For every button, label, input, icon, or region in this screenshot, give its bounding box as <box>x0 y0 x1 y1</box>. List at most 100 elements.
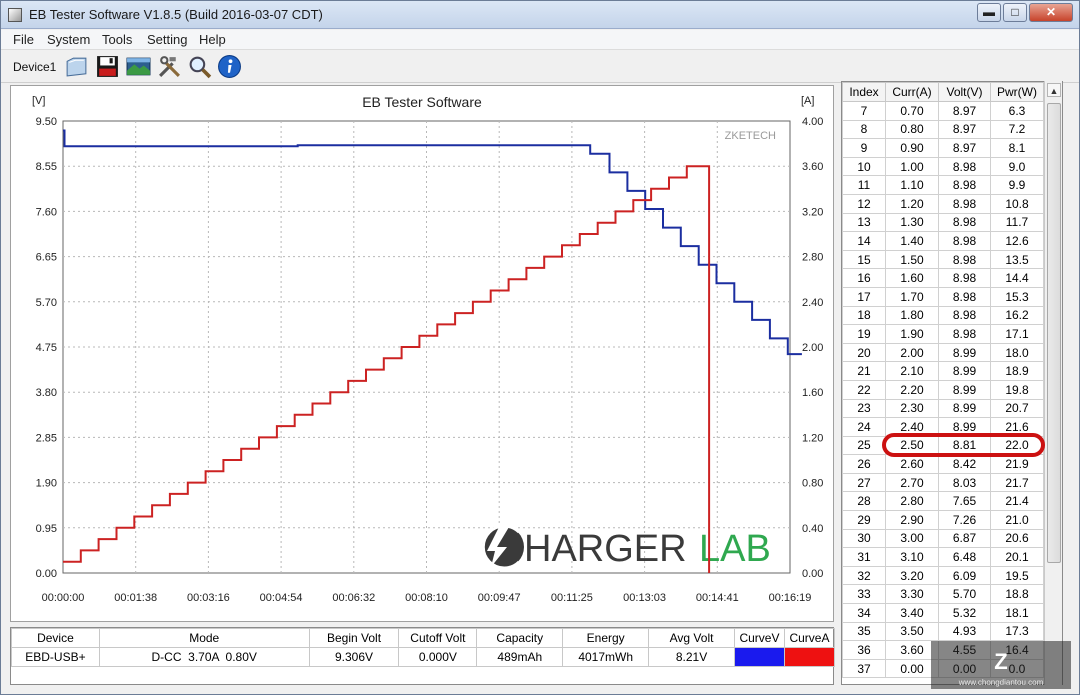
search-icon[interactable] <box>187 54 212 79</box>
readings-cell-idx: 33 <box>842 584 886 605</box>
readings-row[interactable]: 34 3.40 5.32 18.1 <box>842 603 1044 623</box>
readings-row[interactable]: 15 1.50 8.98 13.5 <box>842 249 1044 270</box>
watermark-logo: Z www.chongdiantou.com <box>931 641 1071 689</box>
readings-cell-pwr: 16.2 <box>990 305 1044 326</box>
readings-cell-pwr: 9.9 <box>990 175 1044 195</box>
x-tick-label: 00:16:19 <box>769 592 812 604</box>
readings-row[interactable]: 31 3.10 6.48 20.1 <box>842 547 1044 567</box>
readings-cell-pwr: 17.3 <box>990 621 1044 642</box>
menu-setting[interactable]: Setting <box>147 32 188 47</box>
readings-cell-pwr: 21.4 <box>990 491 1044 512</box>
readings-row[interactable]: 26 2.60 8.42 21.9 <box>842 454 1044 474</box>
series-curvea-line <box>63 165 711 573</box>
menu-help[interactable]: Help <box>199 32 226 47</box>
y-left-tick-label: 2.85 <box>36 432 57 444</box>
x-tick-label: 00:09:47 <box>478 592 521 604</box>
readings-row[interactable]: 24 2.40 8.99 21.6 <box>842 417 1044 437</box>
readings-row[interactable]: 13 1.30 8.98 11.7 <box>842 212 1044 233</box>
readings-row[interactable]: 18 1.80 8.98 16.2 <box>842 305 1044 326</box>
summary-header-curvea: CurveA <box>783 628 836 648</box>
readings-row[interactable]: 33 3.30 5.70 18.8 <box>842 584 1044 605</box>
x-tick-label: 00:13:03 <box>623 592 666 604</box>
readings-cell-volt: 8.98 <box>938 231 991 251</box>
readings-cell-pwr: 21.0 <box>990 510 1044 530</box>
readings-row[interactable]: 29 2.90 7.26 21.0 <box>842 510 1044 530</box>
readings-cell-cur: 3.40 <box>885 603 939 623</box>
readings-cell-idx: 35 <box>842 621 886 642</box>
readings-row[interactable]: 10 1.00 8.98 9.0 <box>842 156 1044 177</box>
readings-row[interactable]: 28 2.80 7.65 21.4 <box>842 491 1044 512</box>
readings-row[interactable]: 21 2.10 8.99 18.9 <box>842 361 1044 381</box>
readings-row[interactable]: 27 2.70 8.03 21.7 <box>842 472 1044 493</box>
info-icon[interactable] <box>217 54 242 79</box>
curvea-color-swatch[interactable] <box>783 647 836 667</box>
readings-row[interactable]: 20 2.00 8.99 18.0 <box>842 342 1044 363</box>
readings-row[interactable]: 16 1.60 8.98 14.4 <box>842 268 1044 288</box>
readings-cell-idx: 34 <box>842 603 886 623</box>
menu-system[interactable]: System <box>47 32 91 47</box>
readings-cell-cur: 3.10 <box>885 547 939 567</box>
readings-cell-volt: 8.99 <box>938 398 991 419</box>
readings-cell-cur: 0.90 <box>885 138 939 158</box>
title-bar[interactable]: EB Tester Software V1.8.5 (Build 2016-03… <box>1 1 1079 29</box>
summary-capacity: 489mAh <box>476 647 564 667</box>
col-index[interactable]: Index <box>842 82 886 102</box>
readings-scrollbar[interactable]: ▲ <box>1044 81 1062 685</box>
readings-cell-pwr: 18.1 <box>990 603 1044 623</box>
window-title: EB Tester Software V1.8.5 (Build 2016-03… <box>29 7 323 22</box>
readings-cell-cur: 3.20 <box>885 565 939 586</box>
readings-row[interactable]: 19 1.90 8.98 17.1 <box>842 324 1044 344</box>
readings-cell-idx: 16 <box>842 268 886 288</box>
x-tick-label: 00:08:10 <box>405 592 448 604</box>
readings-row[interactable]: 12 1.20 8.98 10.8 <box>842 193 1044 214</box>
readings-cell-volt: 8.98 <box>938 249 991 270</box>
readings-cell-idx: 12 <box>842 193 886 214</box>
scroll-up-arrow[interactable]: ▲ <box>1047 83 1061 97</box>
readings-row[interactable]: 9 0.90 8.97 8.1 <box>842 138 1044 158</box>
col-current[interactable]: Curr(A) <box>885 82 939 102</box>
close-button[interactable]: ✕ <box>1029 3 1073 22</box>
readings-table-panel[interactable]: Index Curr(A) Volt(V) Pwr(W) 7 0.70 8.97 6.… <box>841 81 1063 685</box>
readings-row[interactable]: 14 1.40 8.98 12.6 <box>842 231 1044 251</box>
y-right-tick-label: 1.60 <box>802 387 823 399</box>
col-voltage[interactable]: Volt(V) <box>938 82 991 102</box>
maximize-button[interactable]: □ <box>1003 3 1027 22</box>
readings-row[interactable]: 17 1.70 8.98 15.3 <box>842 286 1044 307</box>
image-icon[interactable] <box>126 54 151 79</box>
readings-cell-idx: 17 <box>842 286 886 307</box>
y-left-tick-label: 1.90 <box>36 478 57 490</box>
readings-row[interactable]: 8 0.80 8.97 7.2 <box>842 119 1044 140</box>
readings-cell-idx: 29 <box>842 510 886 530</box>
menu-tools[interactable]: Tools <box>102 32 133 47</box>
readings-cell-cur: 1.30 <box>885 212 939 233</box>
readings-row[interactable]: 23 2.30 8.99 20.7 <box>842 398 1044 419</box>
curvev-color-swatch[interactable] <box>733 647 785 667</box>
readings-cell-pwr: 20.7 <box>990 398 1044 419</box>
right-unit-label: [A] <box>801 95 814 107</box>
menu-file[interactable]: File <box>13 32 34 47</box>
readings-cell-cur: 2.20 <box>885 379 939 400</box>
readings-row[interactable]: 35 3.50 4.93 17.3 <box>842 621 1044 642</box>
readings-row[interactable]: 30 3.00 6.87 20.6 <box>842 528 1044 549</box>
scroll-thumb[interactable] <box>1047 103 1061 563</box>
brand-charger-text: HARGER <box>524 528 687 570</box>
readings-cell-pwr: 21.9 <box>990 454 1044 474</box>
readings-cell-volt: 8.97 <box>938 101 991 121</box>
minimize-button[interactable]: ▬ <box>977 3 1001 22</box>
readings-row[interactable]: 11 1.10 8.98 9.9 <box>842 175 1044 195</box>
readings-cell-cur: 1.60 <box>885 268 939 288</box>
readings-row[interactable]: 7 0.70 8.97 6.3 <box>842 101 1044 121</box>
readings-cell-volt: 4.93 <box>938 621 991 642</box>
col-power[interactable]: Pwr(W) <box>990 82 1044 102</box>
tools-icon[interactable] <box>157 54 182 79</box>
summary-header-cutoff-volt: Cutoff Volt <box>398 628 478 648</box>
readings-row[interactable]: 22 2.20 8.99 19.8 <box>842 379 1044 400</box>
y-left-tick-label: 3.80 <box>36 387 57 399</box>
save-icon[interactable] <box>95 54 120 79</box>
open-icon[interactable] <box>64 54 89 79</box>
device-selector[interactable]: Device1 <box>13 60 57 74</box>
readings-cell-cur: 0.00 <box>885 658 939 679</box>
left-unit-label: [V] <box>32 95 45 107</box>
readings-row[interactable]: 32 3.20 6.09 19.5 <box>842 565 1044 586</box>
readings-cell-volt: 8.98 <box>938 324 991 344</box>
